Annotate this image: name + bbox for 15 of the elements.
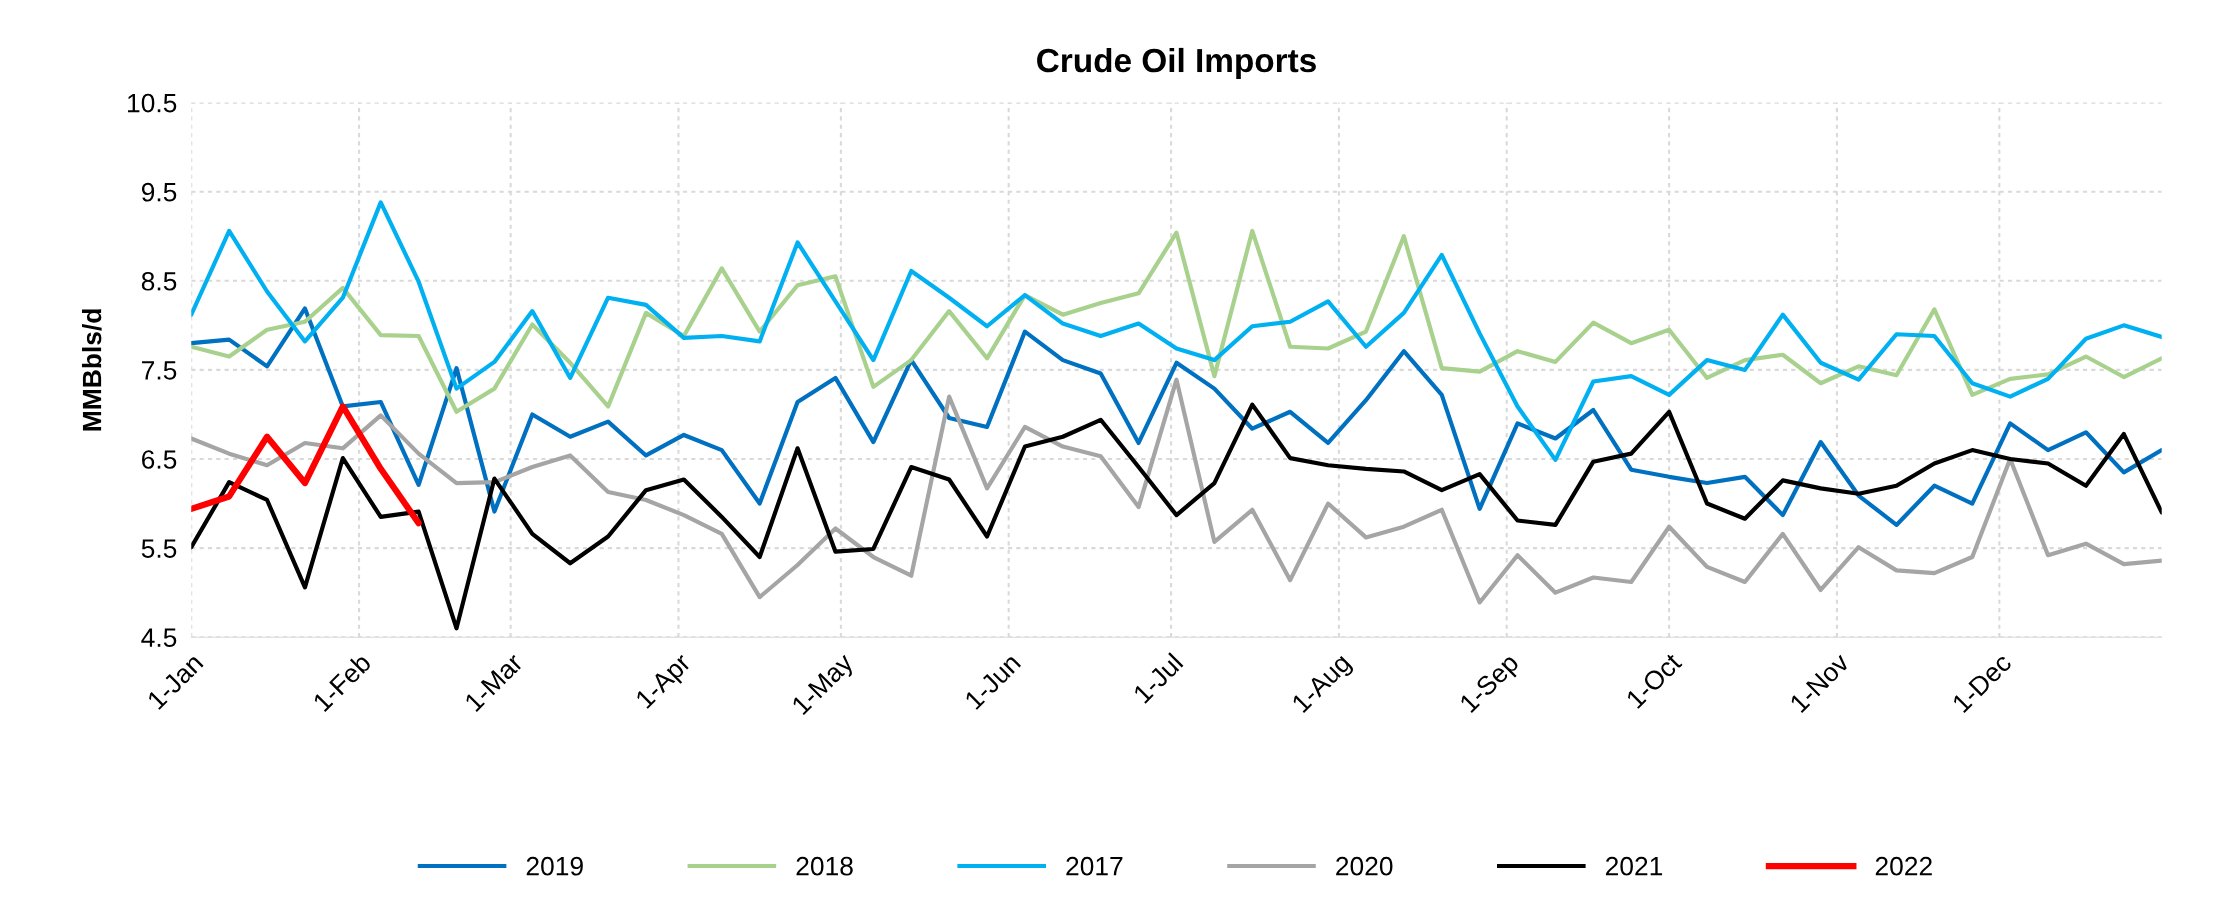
legend-label: 2018 (796, 856, 853, 876)
y-tick-label: 9.5 (141, 182, 177, 202)
y-tick-label: 10.5 (128, 93, 177, 113)
y-tick-label: 4.5 (141, 628, 177, 648)
y-tick-label: 8.5 (141, 271, 177, 291)
chart-title: Crude Oil Imports (1037, 47, 1316, 79)
legend-label: 2020 (1336, 856, 1393, 876)
y-axis-title: MMBbls/d (81, 309, 102, 431)
y-tick-label: 6.5 (142, 450, 177, 469)
y-tick-label: 7.5 (142, 361, 177, 380)
legend-label: 2021 (1605, 856, 1663, 876)
legend-label: 2022 (1875, 856, 1932, 876)
y-tick-label: 5.5 (141, 539, 177, 558)
legend-label: 2017 (1066, 856, 1123, 876)
legend-label: 2019 (526, 856, 583, 876)
